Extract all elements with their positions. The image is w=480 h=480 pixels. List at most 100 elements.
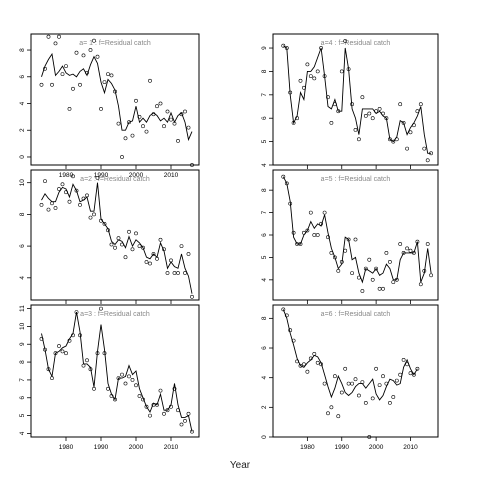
observed-point <box>363 266 368 271</box>
observed-point <box>370 396 375 401</box>
y-tick-label: 7 <box>19 378 26 382</box>
observed-point <box>284 46 289 50</box>
observed-point <box>102 80 107 85</box>
observed-point <box>363 114 368 118</box>
observed-point <box>319 221 324 226</box>
observed-point <box>81 363 86 368</box>
observed-point <box>109 73 114 78</box>
observed-point <box>377 286 382 291</box>
y-tick-label: 8 <box>19 360 26 364</box>
observed-point <box>141 245 145 250</box>
observed-point <box>411 250 416 255</box>
observed-point <box>322 74 327 79</box>
observed-point <box>85 358 89 363</box>
observed-point <box>356 275 361 280</box>
observed-point <box>99 107 103 111</box>
observed-point <box>394 277 399 282</box>
observed-point <box>387 137 392 142</box>
observed-point <box>165 109 170 114</box>
y-tick-label: 7 <box>261 210 268 214</box>
observed-point <box>281 43 286 48</box>
observed-point <box>134 98 138 103</box>
panel-frame <box>30 169 200 301</box>
observed-point <box>60 349 65 354</box>
observed-point <box>319 362 324 367</box>
observed-point <box>137 244 142 249</box>
observed-point <box>137 394 142 398</box>
observed-point <box>67 107 72 111</box>
observed-point <box>336 109 341 114</box>
y-tick-label: 8 <box>261 316 268 320</box>
observed-point <box>353 127 358 132</box>
observed-point <box>85 193 89 198</box>
observed-point <box>95 175 100 180</box>
observed-point <box>339 259 344 264</box>
x-tick-label: 2000 <box>129 172 144 179</box>
y-tick-label: 6 <box>261 116 268 120</box>
observed-point <box>394 137 399 142</box>
observed-point <box>88 367 93 372</box>
observed-point <box>46 207 51 212</box>
observed-point <box>43 66 47 71</box>
observed-point <box>398 372 403 377</box>
y-tick-label: 10 <box>19 179 26 187</box>
y-tick-label: 4 <box>261 163 268 167</box>
y-tick-label: 10 <box>19 322 26 330</box>
observed-point <box>384 381 389 386</box>
observed-point <box>370 116 375 121</box>
observed-point <box>169 404 173 409</box>
fitted-line <box>282 176 432 284</box>
observed-point <box>85 70 89 75</box>
observed-point <box>179 112 184 117</box>
observed-point <box>312 76 317 81</box>
observed-point <box>326 235 330 240</box>
observed-point <box>353 237 358 242</box>
observed-point <box>64 64 68 69</box>
x-tick-label: 1990 <box>94 172 109 179</box>
y-tick-label: 5 <box>261 139 268 143</box>
y-tick-label: 6 <box>261 346 268 350</box>
observed-point <box>315 69 320 74</box>
observed-point <box>367 111 372 116</box>
observed-point <box>391 395 396 399</box>
observed-point <box>148 78 152 83</box>
panel-5: a=3 : f=Residual catch 4 5 6 7 8 9 10 11 1980 1990… <box>19 304 200 451</box>
observed-point <box>295 359 300 364</box>
observed-point <box>127 120 131 125</box>
observed-point <box>43 347 47 352</box>
observed-point <box>332 255 337 260</box>
observed-point <box>71 333 75 338</box>
observed-point <box>305 228 310 233</box>
observed-point <box>322 381 327 386</box>
observed-point <box>425 158 430 163</box>
panel-frame <box>272 304 439 438</box>
observed-point <box>53 351 58 356</box>
observed-point <box>377 383 382 388</box>
observed-point <box>151 402 156 407</box>
observed-point <box>356 393 361 398</box>
observed-point <box>363 400 368 405</box>
observed-point <box>425 242 430 246</box>
observed-point <box>298 242 303 246</box>
observed-point <box>308 210 313 215</box>
observed-point <box>415 239 420 244</box>
x-tick-label: 1980 <box>59 172 74 179</box>
observed-point <box>405 146 410 151</box>
observed-point <box>332 102 337 107</box>
panel-frame <box>30 33 200 166</box>
observed-point <box>326 411 330 416</box>
observed-point <box>176 408 180 413</box>
observed-point <box>155 256 159 261</box>
x-tick-label: 2010 <box>164 444 179 451</box>
observed-point <box>343 248 348 253</box>
observed-point <box>339 69 344 74</box>
observed-point <box>381 111 385 116</box>
observed-point <box>78 202 82 207</box>
y-tick-label: 5 <box>19 413 26 417</box>
observed-point <box>46 34 51 39</box>
observed-point <box>377 107 382 111</box>
observed-point <box>134 231 138 236</box>
observed-point <box>88 48 93 52</box>
observed-point <box>301 230 306 235</box>
observed-point <box>127 229 131 234</box>
